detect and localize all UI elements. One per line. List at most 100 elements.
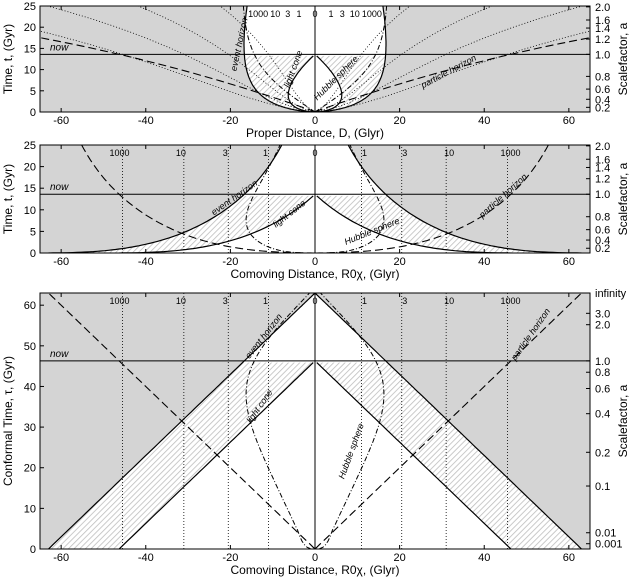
x-tick-label: -60 bbox=[53, 256, 69, 268]
y-tick-label: 15 bbox=[24, 183, 36, 195]
redshift-label: 1 bbox=[296, 9, 301, 19]
x-tick-label: 20 bbox=[393, 115, 405, 127]
y2-tick-label: 1.2 bbox=[595, 174, 610, 186]
y2-tick-label: infinity bbox=[595, 288, 627, 300]
hubble-sphere-right bbox=[319, 145, 385, 253]
x-tick-label: -60 bbox=[53, 115, 69, 127]
particle-horizon-right bbox=[314, 293, 583, 549]
y-axis-label: Time, t, (Gyr) bbox=[1, 24, 15, 94]
y2-tick-label: 0.6 bbox=[595, 84, 610, 96]
y2-tick-label: 2.0 bbox=[595, 2, 610, 14]
event-horizon-left bbox=[243, 6, 315, 112]
y2-tick-label: 0.8 bbox=[595, 367, 610, 379]
redshift-label: 1000 bbox=[500, 148, 520, 158]
x-tick-label: -40 bbox=[138, 256, 154, 268]
light-cone-right bbox=[315, 55, 343, 112]
y2-tick-label: 0.6 bbox=[595, 383, 610, 395]
redshift-label: 1000 bbox=[109, 148, 129, 158]
y2-tick-label: 0.001 bbox=[595, 539, 623, 551]
y2-tick-label: 3.0 bbox=[595, 308, 610, 320]
x-tick-label: 20 bbox=[393, 256, 405, 268]
light-cone-left bbox=[119, 195, 314, 253]
event-horizon-right bbox=[315, 6, 387, 112]
plot-area bbox=[47, 293, 583, 549]
redshift-label: 10 bbox=[444, 296, 454, 306]
redshift-label: 10 bbox=[176, 148, 186, 158]
y2-tick-label: 0.4 bbox=[595, 235, 610, 247]
redshift-label: 0 bbox=[312, 296, 317, 306]
y2-axis-label: Scalefactor, a bbox=[616, 22, 630, 95]
particle-horizon-left bbox=[47, 293, 316, 549]
x-tick-label: 60 bbox=[563, 552, 575, 564]
y-tick-label: 10 bbox=[24, 205, 36, 217]
x-tick-label: 0 bbox=[312, 256, 318, 268]
now-label: now bbox=[50, 349, 69, 360]
y-tick-label: 5 bbox=[30, 86, 36, 98]
x-tick-label: -40 bbox=[138, 552, 154, 564]
y2-tick-label: 0.2 bbox=[595, 243, 610, 255]
plot-area bbox=[48, 145, 582, 253]
redshift-label: 1 bbox=[263, 296, 268, 306]
redshift-label: 3 bbox=[402, 148, 407, 158]
y-tick-label: 25 bbox=[24, 1, 36, 13]
y2-axis-label: Scalefactor, a bbox=[616, 384, 630, 457]
redshift-label: 1 bbox=[362, 296, 367, 306]
redshift-label: 0 bbox=[312, 9, 317, 19]
y-axis-label: Time, t, (Gyr) bbox=[1, 164, 15, 234]
y-tick-label: 30 bbox=[24, 422, 36, 434]
x-tick-label: 40 bbox=[478, 552, 490, 564]
y-tick-label: 40 bbox=[24, 381, 36, 393]
redshift-label: 1000 bbox=[248, 9, 268, 19]
redshift-label: 3 bbox=[340, 9, 345, 19]
y2-tick-label: 0.6 bbox=[595, 225, 610, 237]
hubble-sphere-right bbox=[319, 293, 385, 549]
y2-tick-label: 1.0 bbox=[595, 49, 610, 61]
y-tick-label: 0 bbox=[30, 544, 36, 556]
y2-tick-label: 0.2 bbox=[595, 447, 610, 459]
redshift-label: 3 bbox=[285, 9, 290, 19]
particle-horizon-left bbox=[81, 145, 315, 253]
light-cone-left bbox=[287, 55, 315, 112]
y-tick-label: 0 bbox=[30, 248, 36, 260]
light-cone-left bbox=[118, 362, 314, 549]
hatched-region-left bbox=[48, 362, 314, 549]
worldline-galaxy bbox=[315, 6, 494, 112]
particle-horizon-left bbox=[40, 37, 316, 112]
y-tick-label: 0 bbox=[30, 107, 36, 119]
redshift-label: 1 bbox=[362, 148, 367, 158]
redshift-label: 1 bbox=[263, 148, 268, 158]
y-tick-label: 20 bbox=[24, 162, 36, 174]
x-tick-label: 60 bbox=[563, 256, 575, 268]
y-tick-label: 20 bbox=[24, 463, 36, 475]
y2-tick-label: 2.0 bbox=[595, 141, 610, 153]
y2-tick-label: 0.4 bbox=[595, 94, 610, 106]
y-tick-label: 15 bbox=[24, 43, 36, 55]
y2-tick-label: 0.8 bbox=[595, 71, 610, 83]
y2-tick-label: 1.6 bbox=[595, 15, 610, 27]
y2-tick-label: 1.2 bbox=[595, 34, 610, 46]
y-tick-label: 5 bbox=[30, 226, 36, 238]
y2-tick-label: 1.0 bbox=[595, 189, 610, 201]
hubble-sphere-right bbox=[314, 6, 388, 112]
y-tick-label: 10 bbox=[24, 65, 36, 77]
y2-tick-label: 1.4 bbox=[595, 162, 610, 174]
y-tick-label: 25 bbox=[24, 140, 36, 152]
x-tick-label: -20 bbox=[222, 552, 238, 564]
y2-axis-label: Scalefactor, a bbox=[616, 162, 630, 235]
y2-tick-label: 0.4 bbox=[595, 409, 610, 421]
particle-horizon-right bbox=[314, 37, 590, 112]
redshift-label: 3 bbox=[223, 296, 228, 306]
hubble-sphere-left bbox=[242, 6, 316, 112]
x-tick-label: 20 bbox=[393, 552, 405, 564]
y-tick-label: 10 bbox=[24, 503, 36, 515]
event-horizon-left bbox=[48, 293, 316, 549]
hubble-sphere-left bbox=[245, 145, 311, 253]
hatched-region-right bbox=[315, 55, 386, 112]
plot-area bbox=[40, 6, 590, 112]
redshift-label: 10 bbox=[350, 9, 360, 19]
x-axis-label: Proper Distance, D, (Glyr) bbox=[246, 126, 384, 140]
